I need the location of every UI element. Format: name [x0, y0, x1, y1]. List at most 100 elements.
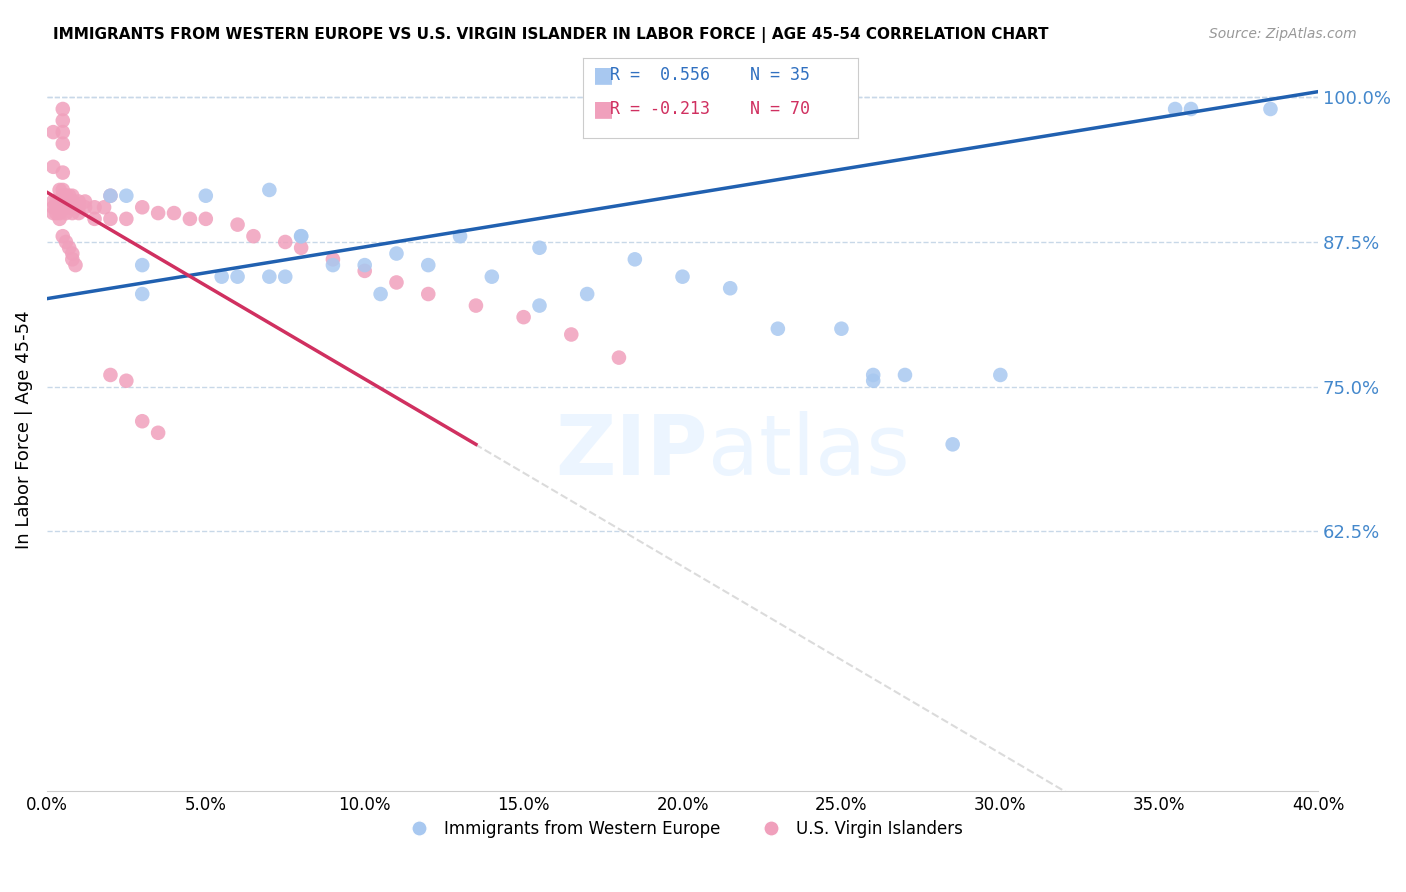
Point — [73, 200, 96, 214]
Point — [48, 211, 70, 226]
Point — [179, 211, 201, 226]
Point — [115, 188, 138, 202]
Point — [512, 310, 534, 325]
Point — [42, 194, 65, 209]
Text: atlas: atlas — [709, 411, 910, 492]
Point — [1180, 102, 1202, 116]
Point — [45, 194, 67, 209]
Point — [60, 194, 83, 209]
Point — [100, 368, 122, 382]
Point — [58, 241, 80, 255]
Point — [370, 287, 392, 301]
Point — [42, 206, 65, 220]
Text: ■: ■ — [593, 65, 614, 85]
Point — [385, 246, 408, 260]
Point — [131, 414, 153, 428]
Point — [194, 211, 217, 226]
Point — [290, 241, 312, 255]
Point — [52, 113, 75, 128]
Point — [73, 194, 96, 209]
Point — [100, 188, 122, 202]
Point — [418, 287, 440, 301]
Point — [60, 252, 83, 267]
Point — [418, 258, 440, 272]
Text: Source: ZipAtlas.com: Source: ZipAtlas.com — [1209, 27, 1357, 41]
Point — [274, 269, 297, 284]
Point — [274, 235, 297, 249]
Point — [259, 269, 281, 284]
Point — [560, 327, 582, 342]
Point — [290, 229, 312, 244]
Point — [58, 188, 80, 202]
Point — [211, 269, 233, 284]
Point — [67, 200, 90, 214]
Point — [60, 246, 83, 260]
Point — [115, 211, 138, 226]
Point — [146, 206, 169, 220]
Point — [42, 160, 65, 174]
Point — [42, 125, 65, 139]
Point — [52, 102, 75, 116]
Point — [48, 200, 70, 214]
Point — [942, 437, 965, 451]
Point — [146, 425, 169, 440]
Point — [353, 264, 375, 278]
Point — [894, 368, 917, 382]
Point — [93, 200, 115, 214]
Point — [67, 206, 90, 220]
Point — [48, 206, 70, 220]
Point — [862, 374, 884, 388]
Y-axis label: In Labor Force | Age 45-54: In Labor Force | Age 45-54 — [15, 310, 32, 549]
Point — [259, 183, 281, 197]
Point — [52, 136, 75, 151]
Point — [242, 229, 264, 244]
Text: ZIP: ZIP — [555, 411, 709, 492]
Point — [1260, 102, 1282, 116]
Point — [766, 322, 789, 336]
Point — [52, 183, 75, 197]
Point — [55, 206, 77, 220]
Point — [60, 206, 83, 220]
Legend: Immigrants from Western Europe, U.S. Virgin Islanders: Immigrants from Western Europe, U.S. Vir… — [396, 813, 969, 845]
Point — [131, 287, 153, 301]
Point — [830, 322, 852, 336]
Text: R =  0.556    N = 35: R = 0.556 N = 35 — [610, 66, 810, 84]
Point — [55, 235, 77, 249]
Point — [226, 269, 249, 284]
Point — [163, 206, 186, 220]
Point — [100, 188, 122, 202]
Point — [862, 368, 884, 382]
Point — [226, 218, 249, 232]
Point — [115, 374, 138, 388]
Point — [465, 299, 488, 313]
Point — [55, 188, 77, 202]
Point — [481, 269, 503, 284]
Point — [671, 269, 693, 284]
Point — [52, 125, 75, 139]
Point — [1164, 102, 1187, 116]
Point — [42, 200, 65, 214]
Point — [52, 229, 75, 244]
Point — [718, 281, 741, 295]
Point — [60, 188, 83, 202]
Point — [65, 258, 87, 272]
Point — [131, 200, 153, 214]
Point — [131, 258, 153, 272]
Point — [576, 287, 599, 301]
Point — [48, 183, 70, 197]
Point — [607, 351, 630, 365]
Point — [449, 229, 471, 244]
Point — [194, 188, 217, 202]
Point — [322, 252, 344, 267]
Point — [52, 194, 75, 209]
Point — [55, 194, 77, 209]
Point — [52, 188, 75, 202]
Point — [67, 194, 90, 209]
Point — [52, 200, 75, 214]
Text: R = -0.213    N = 70: R = -0.213 N = 70 — [610, 100, 810, 118]
Point — [529, 299, 551, 313]
Point — [322, 258, 344, 272]
Point — [83, 200, 105, 214]
Point — [529, 241, 551, 255]
Point — [45, 206, 67, 220]
